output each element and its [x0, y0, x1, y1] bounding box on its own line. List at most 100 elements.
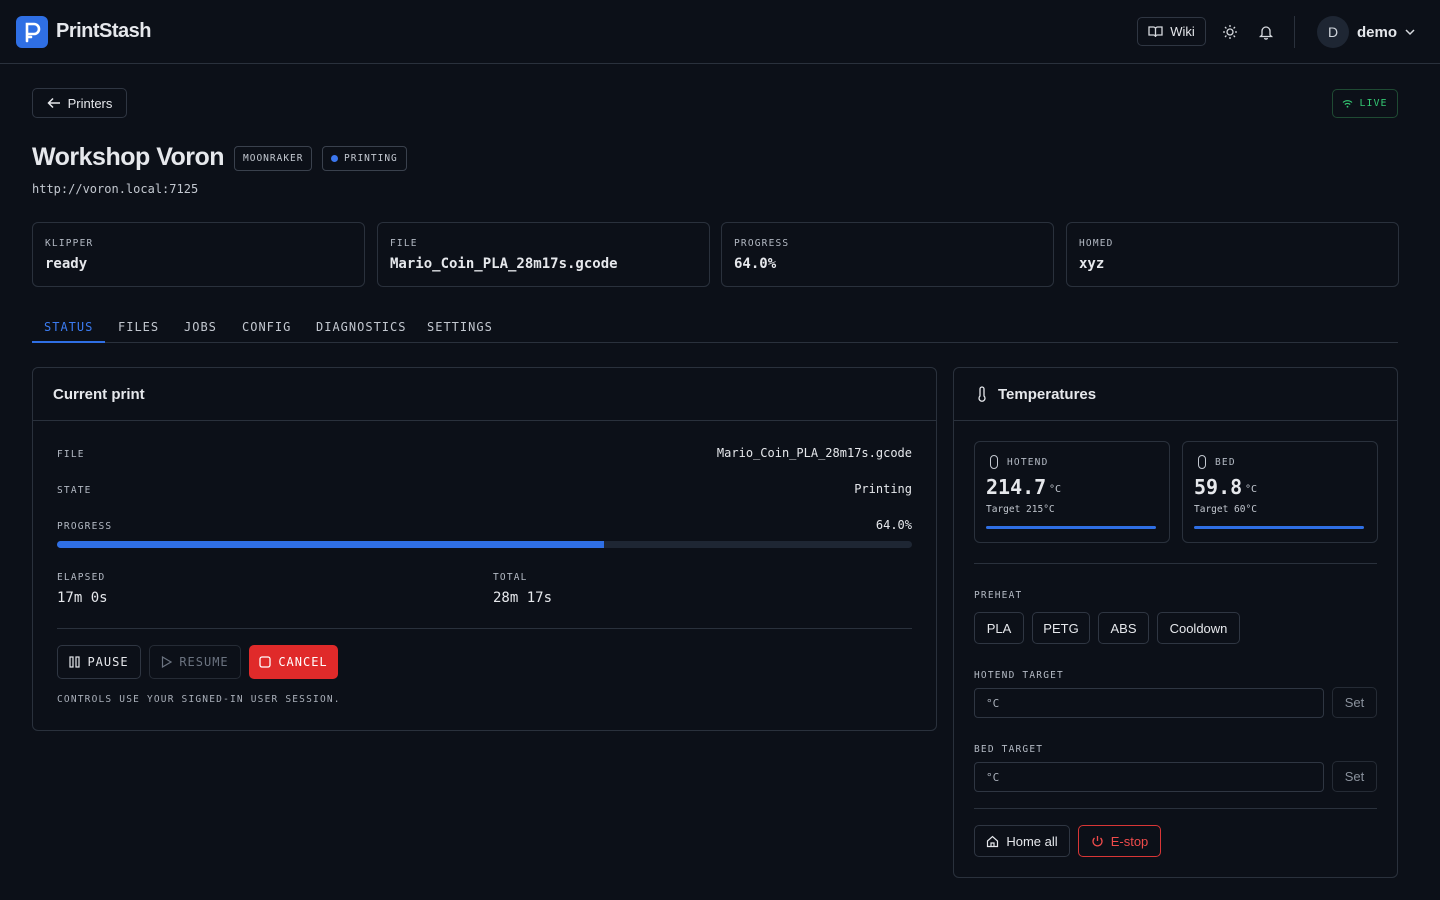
stat-label: KLIPPER: [45, 238, 94, 249]
tab[interactable]: SETTINGS: [427, 320, 493, 334]
input-label: HOTEND TARGET: [974, 670, 1064, 681]
stat-card: [377, 222, 710, 287]
cancel-button[interactable]: CANCEL: [249, 645, 338, 679]
tab[interactable]: CONFIG: [242, 320, 292, 334]
sensor-unit: °C: [1245, 484, 1258, 495]
target-input[interactable]: °C: [974, 762, 1324, 792]
section-rule: [974, 808, 1377, 809]
wifi-icon: [1343, 100, 1353, 108]
preheat-button[interactable]: PLA: [974, 612, 1024, 644]
tab[interactable]: STATUS: [32, 312, 106, 343]
set-button[interactable]: Set: [1332, 687, 1377, 718]
sensor-value: 59.8: [1194, 475, 1243, 499]
chevron[interactable]: [1404, 27, 1416, 37]
divider: [1294, 16, 1295, 48]
stat-card: [721, 222, 1054, 287]
estop-button[interactable]: E-stop: [1078, 825, 1161, 857]
sensor-icon: [1198, 455, 1206, 469]
progress-value: 64.0%: [875, 518, 912, 532]
sensor-target: Target 215°C: [986, 504, 1055, 515]
home-label: Home all: [1006, 833, 1058, 849]
stop-icon: [259, 656, 271, 668]
row-value: Mario_Coin_PLA_28m17s.gcode: [716, 446, 912, 460]
status-dot: [331, 155, 338, 162]
preheat-label: PREHEAT: [974, 590, 1023, 601]
sensor-label: HOTEND: [1007, 457, 1049, 468]
status-label: PRINTING: [344, 153, 398, 164]
resume-label: RESUME: [179, 655, 229, 669]
user-name[interactable]: demo: [1357, 24, 1398, 41]
resume-button[interactable]: RESUME: [149, 645, 241, 679]
sensor-unit: °C: [1049, 484, 1062, 495]
preheat-button[interactable]: Cooldown: [1157, 612, 1240, 644]
section-rule: [974, 563, 1377, 564]
status-badge: PRINTING: [322, 146, 407, 171]
row-value: Printing: [854, 482, 912, 496]
sensor-value: 214.7: [986, 475, 1047, 499]
pause-button[interactable]: PAUSE: [57, 645, 141, 679]
cancel-label: CANCEL: [278, 655, 328, 669]
stat-value: xyz: [1079, 256, 1105, 272]
controls-rule: [57, 628, 912, 629]
arrow-left: [47, 97, 60, 109]
tab[interactable]: JOBS: [184, 320, 217, 334]
time-value: 17m 0s: [57, 590, 108, 606]
card-rule: [954, 420, 1397, 421]
theme-toggle[interactable]: [1222, 24, 1238, 40]
logo[interactable]: [16, 16, 48, 48]
stat-label: FILE: [390, 238, 418, 249]
preheat-button[interactable]: PETG: [1032, 612, 1090, 644]
printer-name: Workshop Voron: [32, 143, 225, 171]
home-icon: [987, 835, 999, 847]
card-title: Current print: [53, 386, 145, 403]
thermometer-icon: [978, 386, 986, 402]
stat-label: HOMED: [1079, 238, 1114, 249]
time-label: TOTAL: [493, 572, 528, 583]
input-label: BED TARGET: [974, 744, 1044, 755]
top-bar: [0, 0, 1440, 64]
sensor-label: BED: [1215, 457, 1236, 468]
stat-card: [1066, 222, 1399, 287]
time-value: 28m 17s: [493, 590, 553, 606]
live-label: LIVE: [1359, 98, 1388, 109]
preheat-button[interactable]: ABS: [1098, 612, 1149, 644]
stat-card: [32, 222, 365, 287]
card-rule: [33, 420, 936, 421]
progress-label: PROGRESS: [57, 521, 113, 532]
sensor-bar: [986, 526, 1156, 529]
sensor-bar: [1194, 526, 1364, 529]
live-indicator: LIVE: [1332, 89, 1398, 118]
stat-value: ready: [45, 256, 88, 272]
stat-value: Mario_Coin_PLA_28m17s.gcode: [390, 256, 618, 272]
set-button[interactable]: Set: [1332, 761, 1377, 792]
stat-label: PROGRESS: [734, 238, 790, 249]
notifications[interactable]: [1258, 24, 1274, 40]
row-label: STATE: [57, 485, 92, 496]
pause-icon: [69, 656, 81, 668]
back-label: Printers: [67, 95, 113, 111]
wiki-button[interactable]: Wiki: [1137, 17, 1206, 46]
time-label: ELAPSED: [57, 572, 106, 583]
card-title: Temperatures: [998, 386, 1097, 403]
avatar[interactable]: D: [1317, 16, 1349, 48]
progress-fill: [57, 541, 605, 548]
home-button[interactable]: Home all: [974, 825, 1070, 857]
play-icon: [162, 656, 173, 668]
controls-note: CONTROLS USE YOUR SIGNED-IN USER SESSION…: [57, 694, 341, 705]
back-button[interactable]: Printers: [32, 88, 127, 118]
tabs-rule: [32, 342, 1398, 343]
tab[interactable]: DIAGNOSTICS: [316, 320, 407, 334]
tab[interactable]: FILES: [118, 320, 160, 334]
badge: MOONRAKER: [234, 146, 313, 171]
stat-value: 64.0%: [734, 256, 777, 272]
brand[interactable]: PrintStash: [56, 20, 152, 42]
sensor-target: Target 60°C: [1194, 504, 1257, 515]
book-icon: [1148, 26, 1163, 38]
printer-url: http://voron.local:7125: [32, 182, 199, 196]
estop-label: E-stop: [1110, 833, 1149, 849]
target-input[interactable]: °C: [974, 688, 1324, 718]
power-icon: [1092, 835, 1103, 846]
pause-label: PAUSE: [87, 655, 129, 669]
